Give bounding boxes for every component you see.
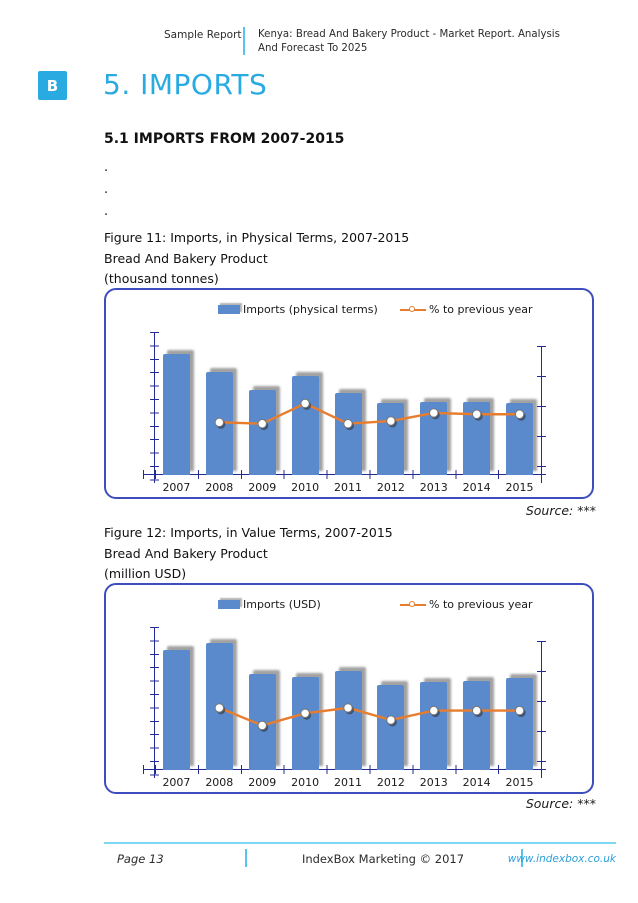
category-label: 2011 — [333, 481, 362, 494]
legend-item-percent: % to previous year — [400, 303, 533, 316]
category-label: 2014 — [462, 481, 491, 494]
trend-line — [214, 398, 526, 431]
header-title: Kenya: Bread And Bakery Product - Market… — [258, 29, 560, 54]
category-label: 2014 — [462, 776, 491, 789]
bar-2013 — [420, 682, 448, 770]
bar-2014 — [463, 680, 491, 770]
header-doc-type: Sample Report — [164, 29, 242, 41]
legend-label: % to previous year — [429, 303, 533, 316]
y-axis-right — [537, 641, 546, 778]
bar-2012 — [377, 403, 405, 475]
line-series-marker-icon — [400, 600, 426, 607]
legend-label: % to previous year — [429, 598, 533, 611]
website-link[interactable]: www.indexbox.co.uk — [507, 853, 616, 865]
brand-logo: B — [38, 71, 67, 100]
bar-2010 — [291, 376, 319, 475]
figure-12-product: Bread And Bakery Product — [104, 545, 268, 561]
bar-2011 — [334, 392, 362, 475]
category-label: 2008 — [205, 481, 234, 494]
bar-2015 — [506, 678, 534, 770]
figure-11-units: (thousand tonnes) — [104, 271, 219, 286]
y-axis-right — [537, 346, 546, 483]
y-axis-left — [150, 332, 159, 483]
bar-2012 — [377, 684, 405, 770]
category-label: 2007 — [162, 776, 191, 789]
legend-item-percent: % to previous year — [400, 598, 533, 611]
figure-11-product: Bread And Bakery Product — [104, 250, 268, 266]
y-axis-left — [150, 627, 159, 778]
category-label: 2015 — [505, 776, 534, 789]
brand-logo-letter: B — [46, 76, 59, 95]
legend-item-imports: Imports (USD) — [218, 598, 321, 611]
plot-area: 2007 2008 2009 2010 2011 2012 2013 2014 2015 — [143, 627, 546, 789]
bar-2007 — [162, 353, 190, 475]
plot-area: 2007 2008 2009 2010 2011 2012 2013 2014 2015 — [143, 332, 546, 494]
source-note: Source: *** — [525, 796, 596, 811]
page-number: Page 13 — [117, 852, 164, 866]
footer-rule — [104, 842, 616, 844]
figure-11-chart: Imports (physical terms) % to previous y… — [104, 288, 594, 499]
legend-item-imports: Imports (physical terms) — [218, 303, 378, 316]
category-label: 2007 — [162, 481, 191, 494]
section-heading: 5.1 IMPORTS FROM 2007-2015 — [104, 131, 345, 147]
figure-12-caption: Figure 12: Imports, in Value Terms, 2007… — [104, 523, 564, 585]
placeholder-line: . — [104, 204, 109, 219]
line-series-marker-icon — [400, 305, 426, 312]
figure-11-title: Figure 11: Imports, in Physical Terms, 2… — [104, 230, 410, 245]
category-label: 2012 — [376, 481, 405, 494]
footer-divider — [521, 849, 523, 867]
bar-2010 — [291, 676, 319, 770]
category-label: 2008 — [205, 776, 234, 789]
figure-12-chart: Imports (USD) % to previous year 2007 200… — [104, 583, 594, 794]
category-label: 2013 — [419, 481, 448, 494]
bar-2007 — [162, 649, 190, 770]
copyright: IndexBox Marketing © 2017 — [301, 852, 465, 866]
category-label: 2009 — [248, 481, 277, 494]
category-label: 2012 — [376, 776, 405, 789]
figure-11-caption: Figure 11: Imports, in Physical Terms, 2… — [104, 228, 564, 290]
trend-line — [214, 703, 526, 732]
category-label: 2013 — [419, 776, 448, 789]
page-title: 5. IMPORTS — [103, 68, 268, 101]
figure-12-units: (million USD) — [104, 566, 187, 581]
category-label: 2010 — [291, 776, 320, 789]
legend-label: Imports (physical terms) — [243, 303, 378, 316]
placeholder-line: . — [104, 182, 109, 197]
legend-label: Imports (USD) — [243, 598, 321, 611]
bar-series-swatch-icon — [218, 305, 240, 314]
placeholder-line: . — [104, 160, 109, 175]
category-label: 2010 — [291, 481, 320, 494]
bar-2009 — [248, 389, 276, 475]
bar-series-swatch-icon — [218, 600, 240, 609]
category-label: 2015 — [505, 481, 534, 494]
footer-divider — [245, 849, 247, 867]
bar-2011 — [334, 671, 362, 770]
category-label: 2011 — [333, 776, 362, 789]
header-divider — [243, 27, 245, 55]
category-label: 2009 — [248, 776, 277, 789]
figure-12-title: Figure 12: Imports, in Value Terms, 2007… — [104, 525, 393, 540]
source-note: Source: *** — [525, 503, 596, 518]
